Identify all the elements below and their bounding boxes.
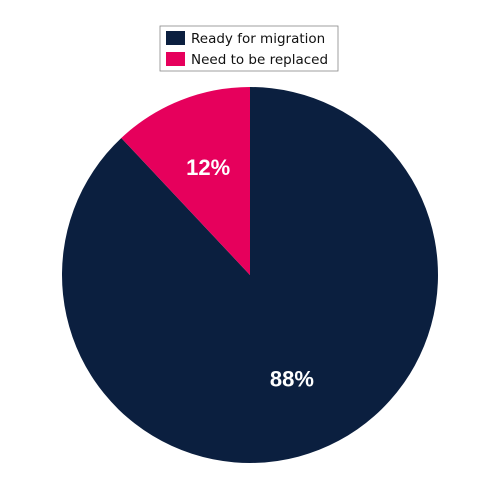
pie-slice xyxy=(61,87,438,463)
legend-swatch xyxy=(166,52,185,66)
slice-label: 12% xyxy=(186,155,230,180)
slice-label: 88% xyxy=(270,367,314,392)
pie-slice xyxy=(121,87,250,275)
legend: Ready for migration Need to be replaced xyxy=(166,31,328,68)
legend-label: Ready for migration xyxy=(191,31,325,47)
legend-label: Need to be replaced xyxy=(191,52,328,68)
legend-swatch xyxy=(166,31,185,45)
legend-box xyxy=(159,25,339,72)
pie: 88% 12% xyxy=(61,87,438,463)
